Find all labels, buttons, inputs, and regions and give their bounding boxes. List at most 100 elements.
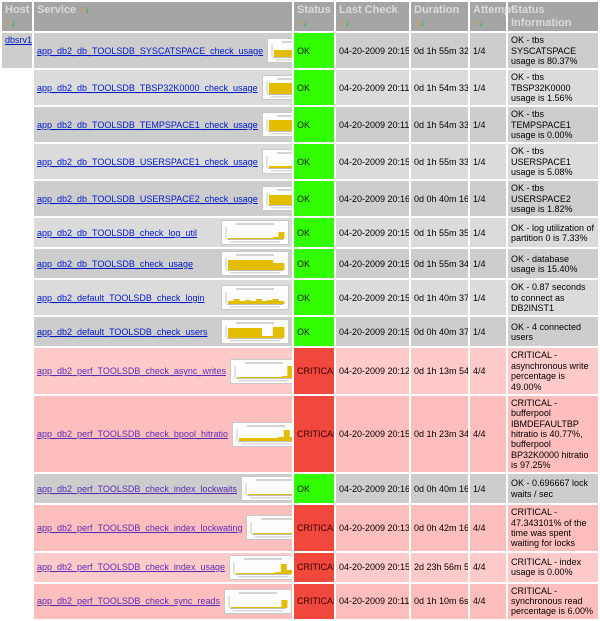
service-row: app_db2_perf_TOOLSDB_check_index_lockwai… — [2, 474, 598, 504]
last-check-cell: 04-20-2009 20:13:56 — [336, 505, 409, 551]
host-cell — [2, 107, 32, 142]
service-link[interactable]: app_db2_default_TOOLSDB_check_login — [37, 292, 205, 303]
service-row: app_db2_perf_TOOLSDB_check_index_usage CR… — [2, 552, 598, 582]
service-link[interactable]: app_db2_db_TOOLSDB_USERSPACE2_check_usag… — [37, 193, 258, 204]
service-cell: app_db2_perf_TOOLSDB_check_sync_reads — [34, 583, 292, 619]
duration-cell: 0d 0h 40m 16s — [411, 181, 468, 217]
status-information-cell: OK - log utilization of partition 0 is 7… — [508, 218, 598, 248]
status-information-cell: OK - tbs USERSPACE1 usage is 5.08% — [508, 144, 598, 180]
service-row: app_db2_perf_TOOLSDB_check_bpool_hitrati… — [2, 395, 598, 473]
service-row: app_db2_db_TOOLSDB_USERSPACE1_check_usag… — [2, 144, 598, 180]
performance-graph-thumbnail[interactable] — [246, 515, 292, 541]
sort-ascending-icon[interactable]: ↑ — [5, 16, 11, 29]
service-link[interactable]: app_db2_db_TOOLSDB_TEMPSPACE1_check_usag… — [37, 119, 258, 130]
performance-graph-thumbnail[interactable] — [221, 251, 289, 277]
status-information-cell: CRITICAL - synchronous read percentage i… — [508, 583, 598, 619]
sort-descending-icon[interactable]: ↓ — [10, 16, 17, 29]
duration-cell: 0d 1h 10m 6s — [411, 583, 468, 619]
sort-ascending-icon[interactable]: ↑ — [473, 16, 479, 29]
status-badge: CRITICAL — [294, 505, 334, 551]
status-badge: CRITICAL — [294, 552, 334, 582]
attempt-cell: 1/4 — [470, 144, 506, 180]
service-row: app_db2_default_TOOLSDB_check_users OK 04-… — [2, 317, 598, 347]
status-information-cell: CRITICAL - 47.343101% of the time was sp… — [508, 505, 598, 551]
last-check-cell: 04-20-2009 20:11:33 — [336, 583, 409, 619]
performance-graph-thumbnail[interactable] — [240, 476, 292, 502]
sort-ascending-icon[interactable]: ↑ — [297, 16, 303, 29]
service-row: app_db2_db_TOOLSDB_TEMPSPACE1_check_usag… — [2, 107, 598, 143]
sort-descending-icon[interactable]: ↓ — [478, 16, 485, 29]
service-link[interactable]: app_db2_perf_TOOLSDB_check_sync_reads — [37, 595, 220, 606]
service-row: app_db2_db_TOOLSDB_check_log_util OK 04-20… — [2, 218, 598, 248]
attempt-cell: 1/4 — [470, 280, 506, 316]
host-cell: dbsrv12 — [2, 33, 32, 69]
service-link[interactable]: app_db2_perf_TOOLSDB_check_bpool_hitrati… — [37, 428, 228, 439]
host-cell — [2, 505, 32, 550]
last-check-cell: 04-20-2009 20:15:55 — [336, 218, 409, 248]
status-information-cell: OK - tbs USERSPACE2 usage is 1.82% — [508, 181, 598, 217]
performance-graph-thumbnail[interactable] — [221, 285, 289, 311]
service-cell: app_db2_perf_TOOLSDB_check_bpool_hitrati… — [34, 395, 292, 473]
sort-descending-icon[interactable]: ↓ — [84, 4, 91, 16]
duration-cell: 0d 0h 42m 16s — [411, 505, 468, 551]
column-header-attempt: Attempt ↑↓ — [470, 2, 515, 32]
duration-cell: 2d 23h 56m 51s — [411, 552, 468, 582]
performance-graph-thumbnail[interactable] — [261, 149, 292, 175]
sort-descending-icon[interactable]: ↓ — [344, 16, 351, 29]
column-header-label: Host — [5, 4, 30, 16]
host-cell — [2, 396, 32, 472]
service-link[interactable]: app_db2_perf_TOOLSDB_check_index_lockwai… — [37, 483, 237, 494]
service-link[interactable]: app_db2_db_TOOLSDB_USERSPACE1_check_usag… — [37, 156, 258, 167]
sort-descending-icon[interactable]: ↓ — [302, 16, 309, 29]
service-link[interactable]: app_db2_default_TOOLSDB_check_users — [37, 326, 208, 337]
sort-ascending-icon[interactable]: ↑ — [339, 16, 345, 29]
column-header-label: Status — [297, 4, 331, 16]
duration-cell: 0d 1h 55m 35s — [411, 218, 468, 248]
last-check-cell: 04-20-2009 20:16:14 — [336, 474, 409, 504]
status-badge: OK — [294, 474, 334, 504]
service-link[interactable]: app_db2_db_TOOLSDB_SYSCATSPACE_check_usa… — [37, 45, 264, 56]
service-link[interactable]: app_db2_db_TOOLSDB_check_log_util — [37, 227, 197, 238]
host-cell — [2, 348, 32, 393]
host-cell — [2, 249, 32, 278]
performance-graph-thumbnail[interactable] — [261, 75, 293, 101]
duration-cell: 0d 1h 13m 54s — [411, 348, 468, 394]
attempt-cell: 1/4 — [470, 33, 506, 69]
host-link[interactable]: dbsrv12 — [5, 35, 32, 46]
duration-cell: 0d 1h 55m 33s — [411, 144, 468, 180]
status-information-cell: OK - 0.696667 lock waits / sec — [508, 474, 598, 504]
service-cell: app_db2_perf_TOOLSDB_check_index_lockwai… — [34, 474, 292, 504]
performance-graph-thumbnail[interactable] — [267, 38, 292, 64]
sort-descending-icon[interactable]: ↓ — [419, 16, 426, 29]
column-header-status: Status ↑↓ — [294, 2, 334, 32]
sort-ascending-icon[interactable]: ↑ — [76, 4, 85, 16]
performance-graph-thumbnail[interactable] — [228, 554, 292, 580]
status-badge: OK — [294, 144, 334, 180]
performance-graph-thumbnail[interactable] — [229, 358, 292, 384]
service-link[interactable]: app_db2_perf_TOOLSDB_check_index_usage — [37, 561, 225, 572]
service-cell: app_db2_default_TOOLSDB_check_login — [34, 280, 292, 316]
performance-graph-thumbnail[interactable] — [231, 421, 292, 447]
service-link[interactable]: app_db2_perf_TOOLSDB_check_async_writes — [37, 365, 226, 376]
performance-graph-thumbnail[interactable] — [221, 319, 289, 345]
service-cell: app_db2_db_TOOLSDB_SYSCATSPACE_check_usa… — [34, 33, 292, 69]
service-row: app_db2_perf_TOOLSDB_check_index_lockwat… — [2, 505, 598, 551]
service-cell: app_db2_default_TOOLSDB_check_users — [34, 317, 292, 347]
status-information-cell: OK - tbs TBSP32K0000 usage is 1.56% — [508, 70, 598, 106]
status-information-cell: OK - tbs SYSCATSPACE usage is 80.37% — [508, 33, 598, 69]
sort-ascending-icon[interactable]: ↑ — [414, 16, 420, 29]
performance-graph-thumbnail[interactable] — [261, 186, 292, 212]
service-link[interactable]: app_db2_db_TOOLSDB_TBSP32K0000_check_usa… — [37, 82, 258, 93]
performance-graph-thumbnail[interactable] — [221, 220, 289, 246]
performance-graph-thumbnail[interactable] — [261, 112, 292, 138]
status-badge: CRITICAL — [294, 583, 334, 619]
performance-graph-thumbnail[interactable] — [223, 588, 292, 614]
duration-cell: 0d 1h 55m 32s — [411, 33, 468, 69]
service-cell: app_db2_db_TOOLSDB_USERSPACE1_check_usag… — [34, 144, 292, 180]
last-check-cell: 04-20-2009 20:15:53 — [336, 317, 409, 347]
service-link[interactable]: app_db2_perf_TOOLSDB_check_index_lockwat… — [37, 522, 243, 533]
service-link[interactable]: app_db2_db_TOOLSDB_check_usage — [37, 258, 193, 269]
status-badge: OK — [294, 218, 334, 248]
last-check-cell: 04-20-2009 20:15:53 — [336, 280, 409, 316]
service-cell: app_db2_db_TOOLSDB_TEMPSPACE1_check_usag… — [34, 107, 292, 143]
